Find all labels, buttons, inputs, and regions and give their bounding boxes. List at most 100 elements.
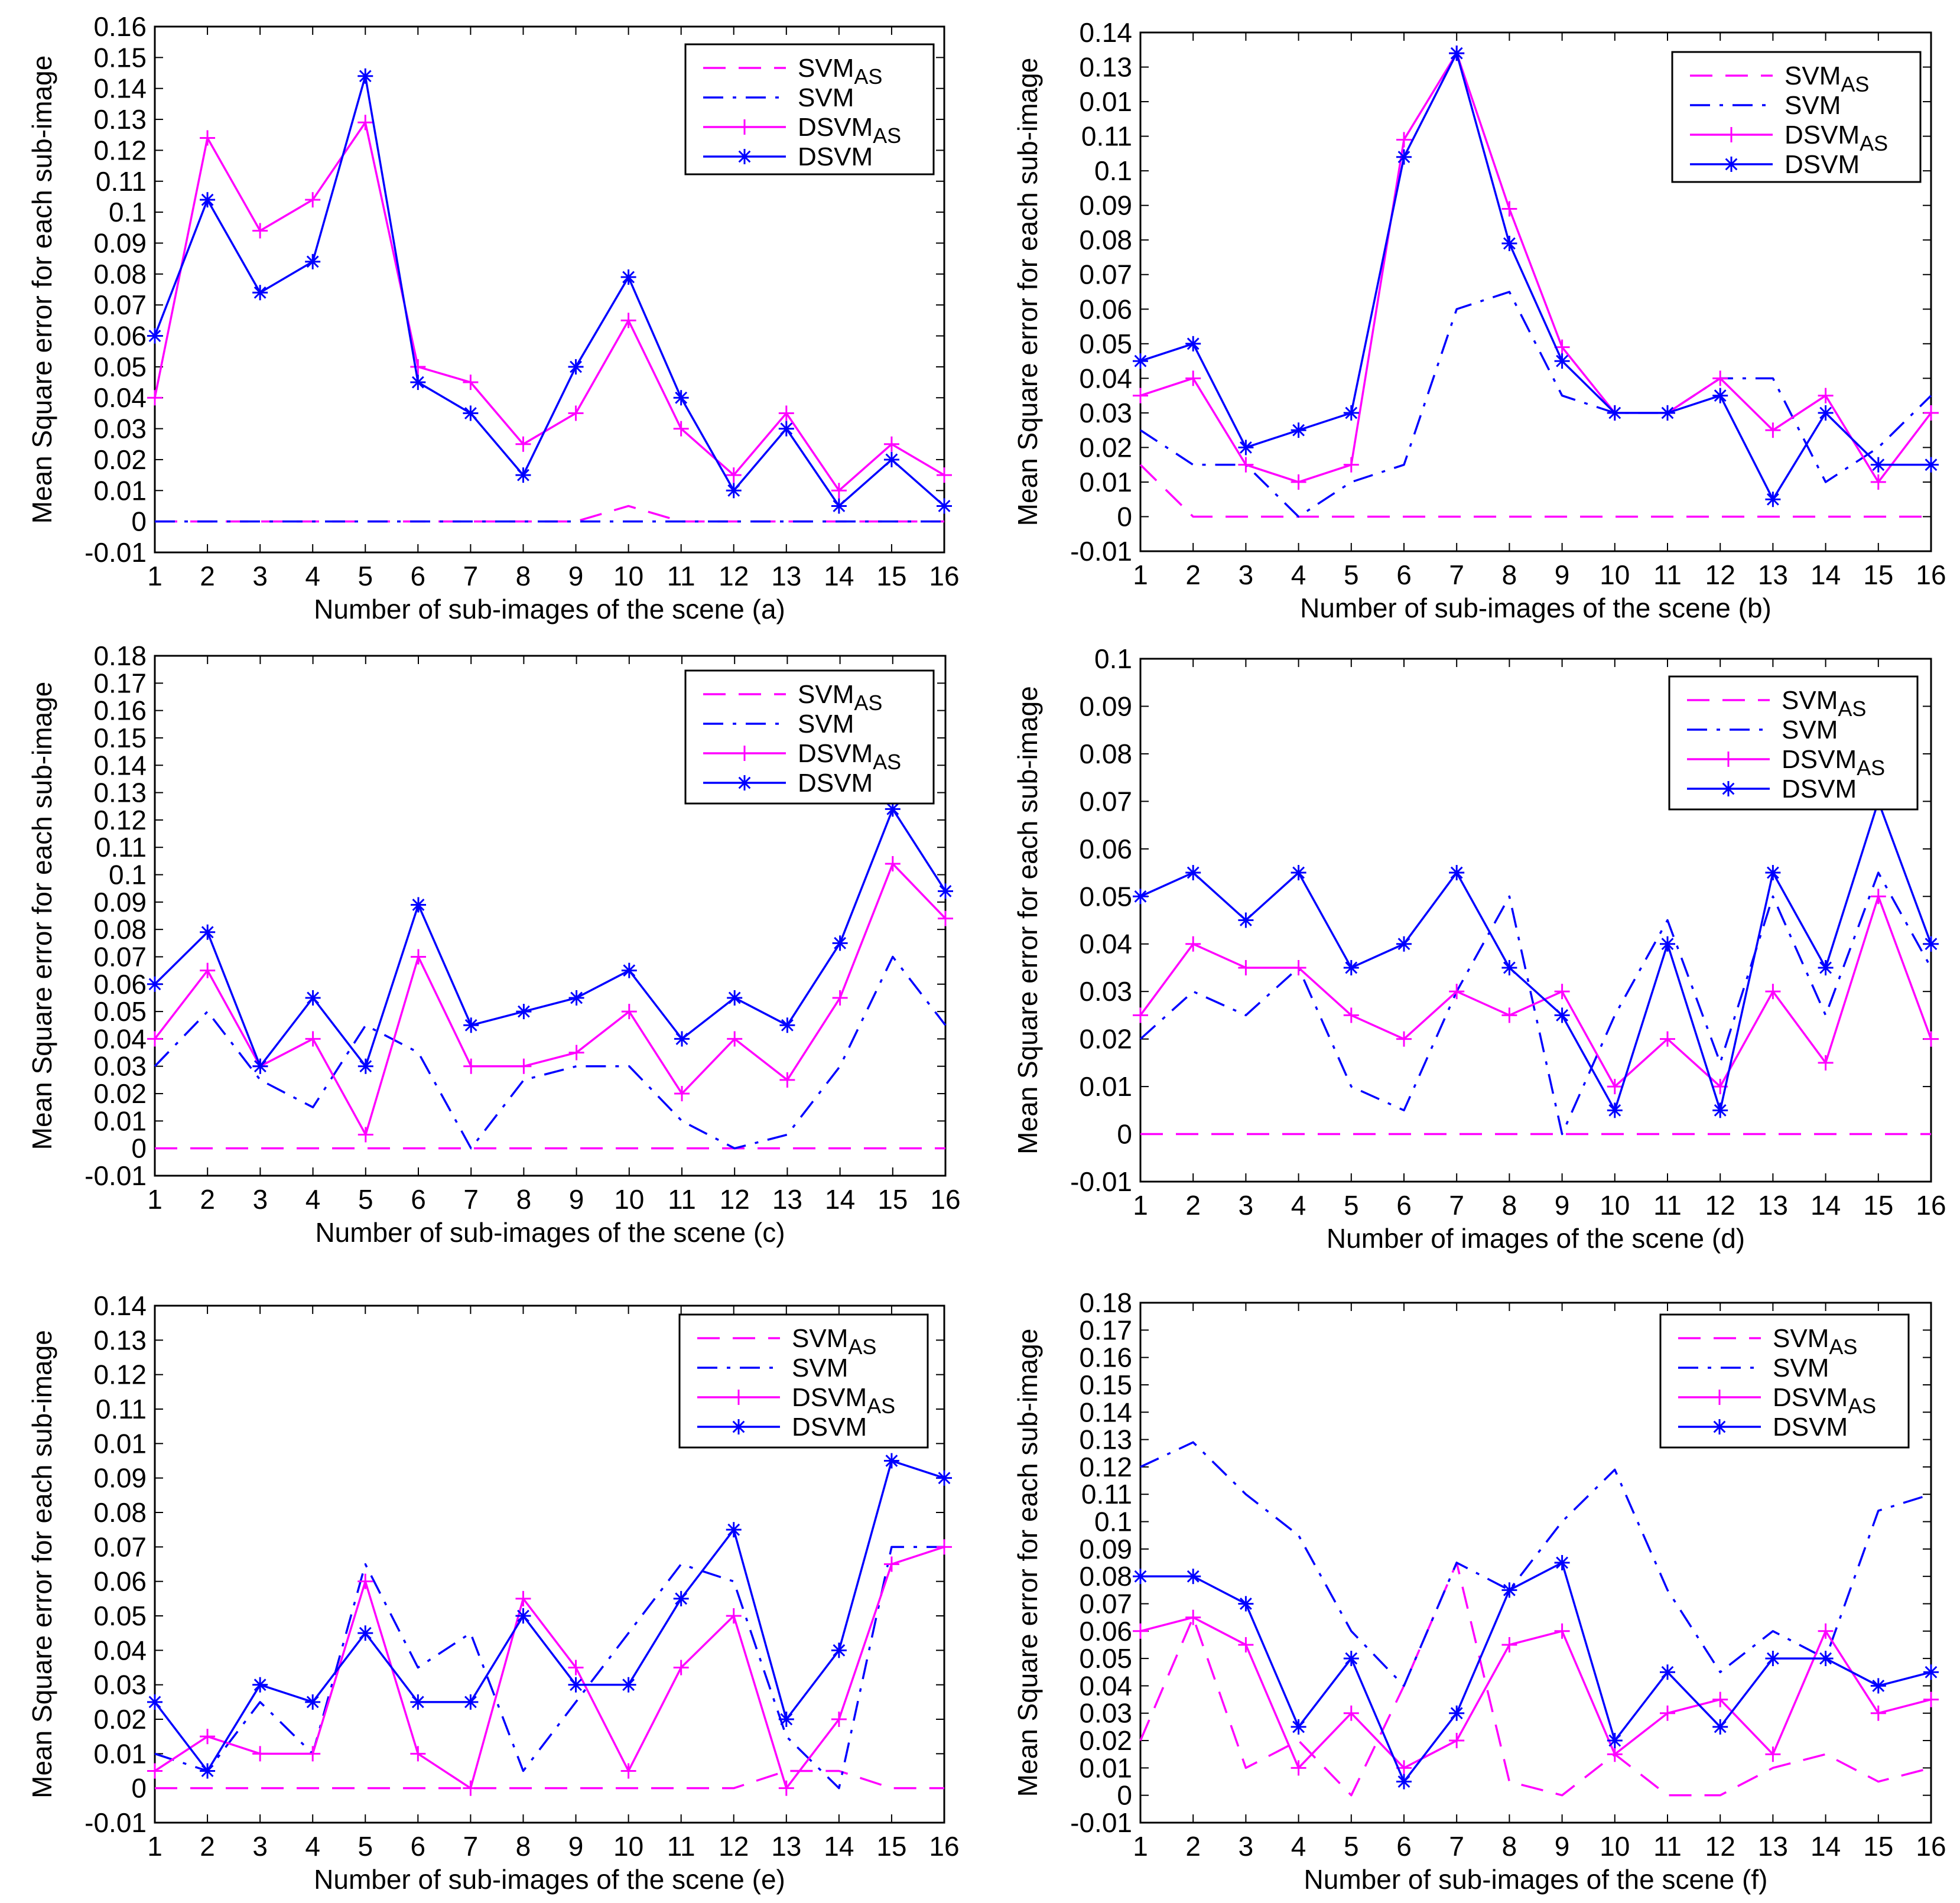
x-tick-label: 14 bbox=[1811, 559, 1841, 590]
y-tick-label: 0.16 bbox=[1079, 1342, 1132, 1373]
data-point-dsvm-as bbox=[305, 1031, 321, 1047]
y-tick-label: -0.01 bbox=[84, 1160, 147, 1191]
x-tick-label: 9 bbox=[569, 1184, 584, 1215]
legend-label: DSVM bbox=[1782, 775, 1857, 804]
data-point-dsvm-as bbox=[515, 1590, 531, 1606]
series-line-svm-as bbox=[155, 505, 944, 523]
y-tick-label: 0.02 bbox=[93, 1078, 147, 1109]
data-point-dsvm-as bbox=[1870, 1705, 1886, 1721]
y-tick-label: 0 bbox=[131, 1773, 147, 1804]
y-tick-label: 0.07 bbox=[93, 1531, 147, 1562]
series-line-dsvm bbox=[154, 75, 945, 508]
x-tick-label: 13 bbox=[1758, 559, 1788, 590]
series-line-svm-as bbox=[1139, 464, 1931, 518]
data-point-dsvm-as bbox=[1870, 889, 1886, 905]
data-point-dsvm bbox=[516, 1004, 532, 1020]
x-tick-label: 12 bbox=[719, 561, 749, 591]
series-line-svm-as bbox=[1139, 1562, 1932, 1797]
y-tick-label: 0.12 bbox=[93, 135, 147, 165]
data-point-dsvm-as bbox=[832, 990, 848, 1006]
x-tick-label: 6 bbox=[411, 561, 426, 591]
data-point-dsvm bbox=[620, 269, 636, 285]
data-point-dsvm-as bbox=[1238, 457, 1254, 473]
legend-label: DSVMAS bbox=[1773, 1383, 1876, 1418]
y-tick-label: 0.1 bbox=[1094, 643, 1132, 674]
y-tick-label: 0.14 bbox=[93, 1290, 147, 1321]
data-point-dsvm-as bbox=[305, 192, 321, 208]
y-tick-label: 0.01 bbox=[93, 1428, 147, 1459]
x-tick-label: 16 bbox=[930, 1184, 960, 1215]
legend-label: DSVMAS bbox=[1785, 121, 1888, 155]
data-point-dsvm bbox=[1607, 1102, 1623, 1118]
data-point-dsvm bbox=[937, 498, 952, 514]
legend-label: DSVMAS bbox=[798, 113, 901, 148]
data-point-dsvm bbox=[883, 1453, 899, 1469]
data-point-dsvm bbox=[1765, 865, 1781, 881]
y-tick-label: 0.11 bbox=[1081, 121, 1132, 152]
data-point-dsvm bbox=[1923, 936, 1939, 952]
data-point-dsvm bbox=[252, 1677, 268, 1693]
data-point-dsvm bbox=[305, 253, 321, 269]
x-tick-label: 5 bbox=[1344, 1190, 1359, 1221]
data-point-dsvm bbox=[1291, 865, 1306, 881]
y-tick-label: 0.13 bbox=[93, 778, 147, 808]
y-tick-label: 0.04 bbox=[1079, 929, 1132, 959]
data-point-dsvm-as bbox=[1343, 457, 1359, 473]
x-tick-label: 5 bbox=[1344, 1831, 1359, 1862]
data-point-dsvm bbox=[726, 1522, 742, 1538]
x-tick-label: 15 bbox=[1863, 559, 1893, 590]
x-tick-label: 14 bbox=[1811, 1831, 1841, 1862]
x-tick-label: 5 bbox=[357, 561, 373, 591]
y-tick-label: 0.05 bbox=[1079, 328, 1132, 359]
data-point-dsvm bbox=[1449, 1705, 1465, 1721]
y-tick-label: 0.08 bbox=[93, 1497, 147, 1528]
data-point-dsvm-as bbox=[147, 1031, 162, 1047]
legend-label: SVMAS bbox=[798, 54, 882, 89]
y-tick-label: 0.01 bbox=[93, 475, 147, 506]
data-point-dsvm-as bbox=[885, 856, 901, 871]
y-tick-label: 0.08 bbox=[1079, 225, 1132, 255]
legend-label: DSVM bbox=[798, 142, 873, 171]
data-point-dsvm bbox=[831, 498, 847, 514]
data-point-dsvm-as bbox=[620, 1763, 636, 1779]
x-tick-label: 9 bbox=[1555, 1831, 1570, 1862]
x-tick-label: 4 bbox=[305, 561, 320, 591]
x-tick-label: 4 bbox=[305, 1184, 321, 1215]
y-tick-label: 0.05 bbox=[1079, 1643, 1132, 1674]
data-point-dsvm bbox=[1238, 1596, 1254, 1612]
data-point-dsvm bbox=[357, 68, 373, 84]
legend-box bbox=[1659, 1313, 1910, 1449]
y-tick-label: 0.14 bbox=[93, 750, 147, 780]
data-point-dsvm-as bbox=[1712, 1691, 1728, 1707]
data-point-dsvm-as bbox=[568, 405, 584, 421]
data-point-dsvm bbox=[515, 1608, 531, 1624]
y-tick-label: 0.03 bbox=[1079, 1698, 1132, 1729]
data-point-dsvm bbox=[305, 1694, 321, 1710]
data-point-dsvm bbox=[1133, 889, 1148, 905]
y-tick-label: 0.09 bbox=[1079, 1534, 1132, 1564]
data-point-dsvm bbox=[1291, 422, 1306, 438]
data-point-dsvm bbox=[1607, 1733, 1623, 1749]
series-line-dsvm-as bbox=[154, 1546, 945, 1790]
legend-label: SVM bbox=[1773, 1354, 1829, 1382]
data-point-dsvm bbox=[1185, 865, 1201, 881]
y-tick-label: 0.04 bbox=[1079, 363, 1132, 393]
x-tick-label: 4 bbox=[1291, 1831, 1306, 1862]
x-tick-label: 8 bbox=[516, 561, 531, 591]
x-tick-label: 15 bbox=[877, 1184, 908, 1215]
data-point-dsvm bbox=[1396, 149, 1412, 165]
data-point-dsvm bbox=[1818, 1651, 1834, 1667]
y-tick-label: 0.01 bbox=[93, 1738, 147, 1769]
data-point-dsvm-as bbox=[1554, 984, 1570, 1000]
data-point-dsvm-as bbox=[674, 1086, 690, 1102]
data-point-dsvm-as bbox=[305, 1746, 321, 1762]
y-tick-label: -0.01 bbox=[84, 537, 147, 568]
data-point-dsvm bbox=[200, 1763, 216, 1779]
data-point-dsvm bbox=[568, 1677, 584, 1693]
data-point-dsvm bbox=[1396, 936, 1412, 952]
y-axis-title: Mean Square error for each sub-image bbox=[1012, 58, 1043, 526]
y-tick-label: 0.11 bbox=[1081, 1479, 1132, 1510]
y-tick-label: 0.13 bbox=[1079, 1424, 1132, 1455]
